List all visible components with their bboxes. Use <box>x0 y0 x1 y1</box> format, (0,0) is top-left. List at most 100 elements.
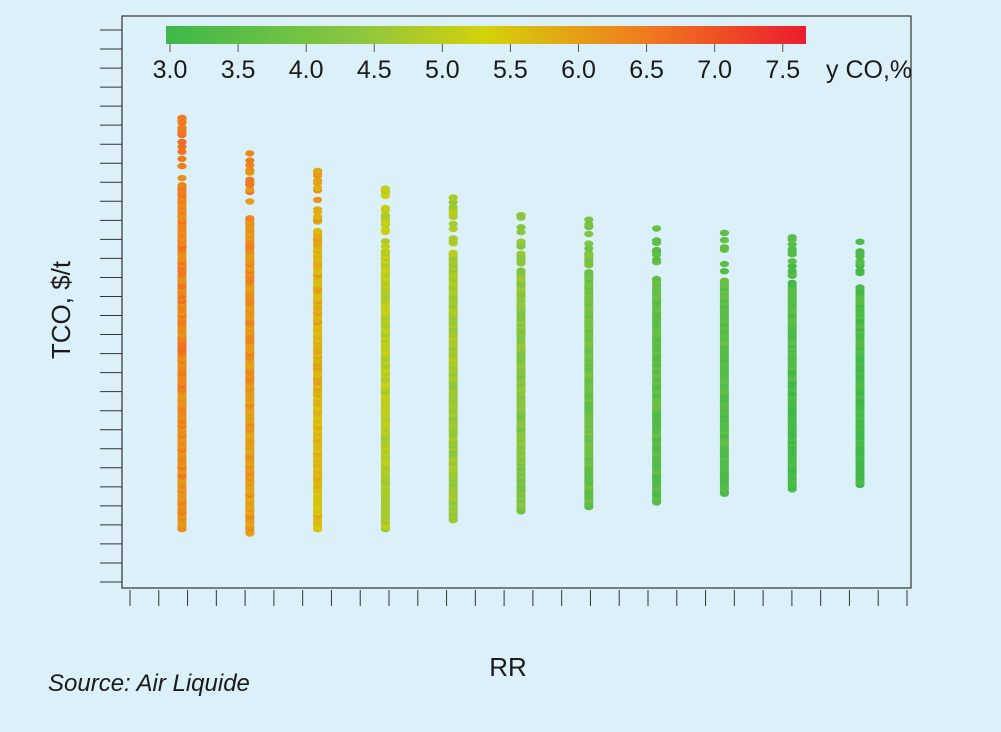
data-point <box>448 249 458 257</box>
data-point <box>787 246 797 253</box>
data-point <box>516 224 526 231</box>
data-point <box>245 176 255 183</box>
series-column <box>719 229 730 497</box>
data-point <box>313 206 323 213</box>
data-point <box>855 257 865 265</box>
series-column <box>245 150 255 537</box>
data-point <box>787 262 797 270</box>
series-column <box>380 185 390 533</box>
data-point <box>516 228 526 236</box>
data-point <box>313 177 323 184</box>
y-axis-label: TCO, $/t <box>46 260 76 359</box>
data-point <box>380 211 390 219</box>
data-point <box>719 229 730 237</box>
data-point <box>177 138 187 146</box>
colorbar-tick-label: 6.5 <box>629 56 664 84</box>
data-point <box>652 246 662 254</box>
series-column <box>787 234 797 493</box>
data-point <box>313 227 323 235</box>
x-axis-ticks <box>129 590 908 606</box>
data-point <box>584 216 594 223</box>
series-column <box>855 238 865 489</box>
x-axis-label: RR <box>489 652 527 682</box>
data-point <box>787 241 797 248</box>
data-point <box>787 258 797 265</box>
data-point <box>787 234 797 241</box>
colorbar-label: y CO,% <box>826 56 912 84</box>
data-point <box>448 235 458 242</box>
data-point <box>245 186 255 193</box>
data-point <box>448 199 458 206</box>
colorbar-tick-label: 7.5 <box>765 56 800 84</box>
data-point <box>313 167 323 175</box>
data-point <box>719 268 730 275</box>
data-point <box>516 212 526 219</box>
series-column <box>177 114 187 533</box>
data-point <box>448 225 458 233</box>
data-point <box>380 238 390 245</box>
data-point <box>380 243 390 250</box>
data-point <box>313 196 323 204</box>
data-point <box>652 225 662 232</box>
data-point <box>516 238 526 245</box>
data-point <box>177 114 187 122</box>
data-point <box>584 221 594 228</box>
data-point <box>380 226 390 233</box>
data-point <box>516 267 526 274</box>
colorbar-tick-label: 4.5 <box>357 56 392 84</box>
data-point <box>313 184 323 192</box>
data-point <box>245 157 255 164</box>
data-point <box>380 247 390 255</box>
data-point <box>380 204 390 212</box>
data-point <box>245 150 255 157</box>
series-column <box>516 212 526 515</box>
data-point <box>584 250 594 257</box>
data-point <box>177 124 187 131</box>
data-point <box>855 248 865 255</box>
colorbar-tick-label: 6.0 <box>561 56 596 84</box>
series-column <box>448 194 458 524</box>
data-point <box>177 143 187 150</box>
data-point <box>719 277 730 284</box>
data-point <box>448 204 458 211</box>
data-point <box>787 267 797 275</box>
data-point <box>177 155 187 163</box>
data-point <box>177 162 187 170</box>
data-point <box>855 284 865 291</box>
colorbar-tick-labels: 3.0 3.5 4.0 4.5 5.0 5.5 6.0 6.5 7.0 7.5 <box>153 56 801 84</box>
data-point <box>584 230 594 238</box>
data-point <box>448 220 458 228</box>
data-point <box>652 275 662 283</box>
data-point <box>245 215 255 222</box>
data-point <box>177 182 187 189</box>
y-axis-ticks <box>100 29 122 583</box>
data-point <box>652 237 662 244</box>
data-point <box>584 240 594 247</box>
colorbar-tick-label: 5.5 <box>493 56 528 84</box>
colorbar-ticks <box>169 44 784 52</box>
data-point <box>584 245 594 252</box>
colorbar-tick-label: 3.5 <box>221 56 256 84</box>
data-point <box>245 167 255 174</box>
data-point <box>719 244 730 251</box>
data-point <box>245 162 255 169</box>
source-note: Source: Air Liquide <box>48 670 250 697</box>
colorbar-tick-label: 4.0 <box>289 56 324 84</box>
data-point <box>313 213 323 220</box>
plot-frame <box>121 15 912 589</box>
colorbar-tick-label: 3.0 <box>153 56 188 84</box>
data-point <box>719 236 730 244</box>
data-points <box>177 114 865 537</box>
data-point <box>719 260 730 268</box>
series-column <box>652 225 662 506</box>
data-point <box>380 185 390 192</box>
series-column <box>584 216 594 511</box>
colorbar <box>166 26 806 44</box>
data-point <box>177 148 187 155</box>
series-column <box>313 167 323 533</box>
data-point <box>787 279 797 287</box>
data-point <box>177 174 187 182</box>
data-point <box>516 250 526 257</box>
data-point <box>855 238 865 245</box>
